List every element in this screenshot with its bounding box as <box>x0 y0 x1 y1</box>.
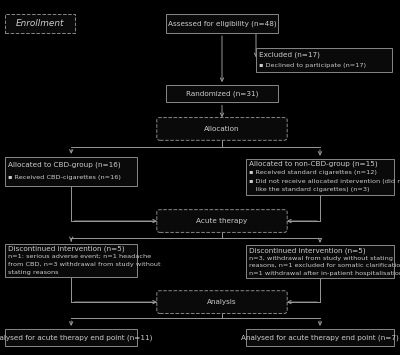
Text: Allocated to CBD-group (n=16): Allocated to CBD-group (n=16) <box>8 162 121 168</box>
Text: Assessed for eligibility (n=48): Assessed for eligibility (n=48) <box>168 20 276 27</box>
FancyBboxPatch shape <box>166 14 278 33</box>
Text: ▪ Did not receive allocated intervention (did not: ▪ Did not receive allocated intervention… <box>249 179 400 184</box>
FancyBboxPatch shape <box>5 329 137 346</box>
FancyBboxPatch shape <box>246 246 394 278</box>
Text: like the standard cigarettes) (n=3): like the standard cigarettes) (n=3) <box>249 187 370 192</box>
Text: Analysis: Analysis <box>207 299 237 305</box>
Text: Analysed for acute therapy end point (n=11): Analysed for acute therapy end point (n=… <box>0 334 152 341</box>
FancyBboxPatch shape <box>256 48 392 72</box>
Text: Excluded (n=17): Excluded (n=17) <box>259 52 320 58</box>
Text: from CBD, n=3 withdrawal from study without: from CBD, n=3 withdrawal from study with… <box>8 262 161 267</box>
Text: reasons, n=1 excluded for somatic clarification,: reasons, n=1 excluded for somatic clarif… <box>249 263 400 268</box>
Text: n=1 withdrawal after in-patient hospitalisation: n=1 withdrawal after in-patient hospital… <box>249 271 400 276</box>
FancyBboxPatch shape <box>5 244 137 277</box>
FancyBboxPatch shape <box>157 210 287 233</box>
FancyBboxPatch shape <box>157 118 287 140</box>
Text: Discontinued intervention (n=5): Discontinued intervention (n=5) <box>8 246 125 252</box>
Text: stating reasons: stating reasons <box>8 269 59 274</box>
Text: Analysed for acute therapy end point (n=7): Analysed for acute therapy end point (n=… <box>241 334 399 341</box>
Text: ▪ Received CBD-cigarettes (n=16): ▪ Received CBD-cigarettes (n=16) <box>8 175 121 180</box>
Text: Allocated to non-CBD-group (n=15): Allocated to non-CBD-group (n=15) <box>249 161 378 168</box>
Text: n=3, withdrawal from study without stating: n=3, withdrawal from study without stati… <box>249 256 393 261</box>
FancyBboxPatch shape <box>5 157 137 186</box>
Text: Acute therapy: Acute therapy <box>196 218 248 224</box>
Text: n=1: serious adverse event; n=1 headache: n=1: serious adverse event; n=1 headache <box>8 254 152 259</box>
FancyBboxPatch shape <box>246 159 394 195</box>
FancyBboxPatch shape <box>246 329 394 346</box>
FancyBboxPatch shape <box>157 291 287 313</box>
Text: Randomized (n=31): Randomized (n=31) <box>186 91 258 97</box>
Text: ▪ Received standard cigarettes (n=12): ▪ Received standard cigarettes (n=12) <box>249 170 377 175</box>
FancyBboxPatch shape <box>166 85 278 103</box>
Text: ▪ Declined to participate (n=17): ▪ Declined to participate (n=17) <box>259 63 366 68</box>
Text: Allocation: Allocation <box>204 126 240 132</box>
Text: Enrollment: Enrollment <box>16 19 64 28</box>
Text: Discontinued intervention (n=5): Discontinued intervention (n=5) <box>249 247 366 254</box>
FancyBboxPatch shape <box>5 14 75 33</box>
